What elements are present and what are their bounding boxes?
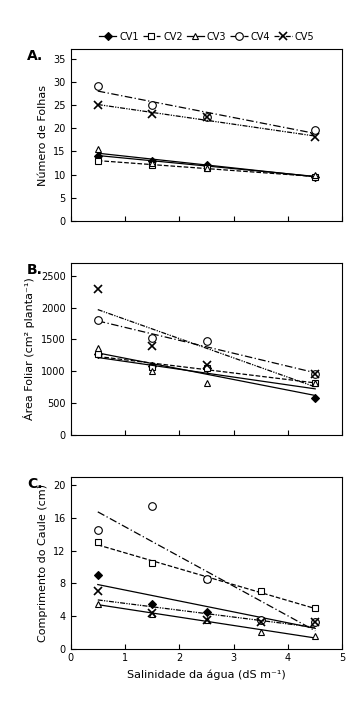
X-axis label: Salinidade da água (dS m⁻¹): Salinidade da água (dS m⁻¹): [127, 669, 286, 680]
Legend: CV1, CV2, CV3, CV4, CV5: CV1, CV2, CV3, CV4, CV5: [98, 31, 315, 43]
Text: C.: C.: [27, 477, 43, 491]
Y-axis label: Comprimento do Caule (cm): Comprimento do Caule (cm): [38, 484, 48, 642]
Text: B.: B.: [27, 263, 43, 277]
Y-axis label: Número de Folhas: Número de Folhas: [38, 85, 48, 185]
Y-axis label: Área Foliar (cm² planta⁻¹): Área Foliar (cm² planta⁻¹): [23, 278, 35, 420]
Text: A.: A.: [27, 49, 43, 63]
